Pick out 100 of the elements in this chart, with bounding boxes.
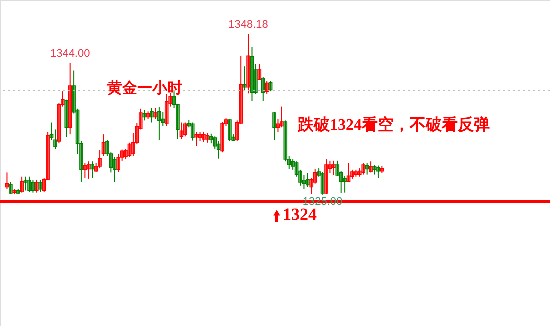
annotation: 跌破1324看空，不破看反弹 bbox=[297, 116, 490, 134]
candlestick bbox=[258, 64, 262, 81]
candlestick bbox=[57, 102, 62, 144]
candlestick bbox=[61, 91, 65, 108]
candlestick bbox=[310, 178, 314, 195]
candlestick bbox=[176, 104, 180, 140]
candlestick bbox=[302, 174, 306, 190]
candlestick bbox=[332, 160, 336, 176]
candlestick bbox=[90, 161, 95, 179]
candlestick bbox=[68, 62, 72, 136]
candlestick bbox=[320, 172, 325, 196]
candlestick bbox=[198, 132, 202, 142]
candlestick bbox=[287, 156, 292, 170]
candlestick bbox=[128, 142, 132, 158]
candlestick bbox=[54, 129, 58, 150]
candlestick bbox=[42, 178, 46, 193]
candlestick bbox=[187, 119, 192, 128]
candlestick bbox=[272, 112, 276, 141]
annotation: 黄金一小时 bbox=[106, 80, 182, 97]
candlestick bbox=[376, 165, 380, 179]
candlestick bbox=[372, 164, 377, 176]
candlestick bbox=[161, 112, 166, 127]
candlestick bbox=[64, 99, 69, 138]
candlestick bbox=[120, 149, 124, 162]
candlestick bbox=[158, 107, 162, 141]
candlestick bbox=[380, 166, 384, 174]
candlestick bbox=[124, 148, 128, 160]
candlestick bbox=[72, 70, 76, 114]
candlestick bbox=[180, 122, 184, 140]
candlestick bbox=[31, 180, 36, 194]
candlestick bbox=[138, 108, 143, 130]
candlestick bbox=[265, 80, 269, 95]
candlestick bbox=[235, 120, 240, 142]
candlestick bbox=[284, 120, 288, 162]
candlestick bbox=[250, 46, 254, 102]
candlestick bbox=[298, 169, 302, 186]
candlestick bbox=[280, 106, 284, 128]
candlestick bbox=[164, 94, 169, 127]
candlestick bbox=[336, 160, 340, 177]
candlestick bbox=[365, 162, 370, 176]
candlestick bbox=[228, 118, 232, 142]
candlestick bbox=[16, 188, 20, 195]
candlestick bbox=[194, 132, 198, 147]
candlestick bbox=[38, 180, 43, 193]
candlestick bbox=[261, 76, 266, 102]
candlestick bbox=[306, 172, 310, 188]
candlestick bbox=[239, 56, 244, 125]
candlestick bbox=[142, 110, 146, 122]
candlestick bbox=[268, 80, 273, 92]
candlestick bbox=[76, 108, 80, 154]
candlestick bbox=[112, 156, 117, 183]
candlestick bbox=[354, 169, 358, 178]
candlestick bbox=[184, 122, 188, 138]
candlestick bbox=[358, 168, 362, 178]
candlestick bbox=[224, 118, 228, 127]
candlestick bbox=[46, 132, 50, 181]
candlestick bbox=[28, 176, 32, 193]
candlestick bbox=[102, 134, 106, 157]
candlestick bbox=[213, 136, 218, 150]
candlestick bbox=[98, 150, 102, 170]
candlestick bbox=[254, 64, 258, 95]
candlestick bbox=[206, 132, 210, 144]
candlestick bbox=[20, 176, 24, 194]
candlestick bbox=[9, 182, 13, 195]
candlestick bbox=[87, 161, 91, 180]
candlestick bbox=[94, 162, 98, 173]
candlestick bbox=[324, 159, 328, 195]
candlestick bbox=[154, 108, 158, 120]
candlestick bbox=[150, 108, 154, 124]
candlestick bbox=[369, 161, 373, 174]
candlestick bbox=[50, 122, 54, 141]
annotation: 1348.18 bbox=[228, 19, 268, 32]
candlestick bbox=[146, 111, 150, 120]
candlestick bbox=[5, 172, 10, 190]
candlestick bbox=[35, 180, 39, 194]
candlestick bbox=[109, 152, 114, 174]
candlestick bbox=[220, 122, 224, 154]
candlestick bbox=[106, 140, 110, 157]
candlestick bbox=[317, 168, 321, 178]
candlestick bbox=[242, 66, 247, 92]
candlestick bbox=[328, 160, 332, 174]
candlestick bbox=[246, 34, 250, 94]
candlestick bbox=[294, 161, 299, 178]
candlestick bbox=[276, 118, 280, 133]
annotation: 1344.00 bbox=[50, 48, 90, 60]
candlestick bbox=[343, 176, 347, 194]
candlestick bbox=[132, 132, 136, 157]
candlestick bbox=[116, 153, 120, 173]
candlestick bbox=[83, 162, 88, 179]
candlestick bbox=[80, 141, 84, 183]
candlestick bbox=[350, 169, 354, 180]
candlestick bbox=[210, 133, 214, 144]
candlestick bbox=[291, 159, 295, 170]
candlestick bbox=[135, 122, 140, 145]
candlestick bbox=[190, 122, 195, 142]
candlestick bbox=[232, 134, 236, 142]
candlestick bbox=[362, 162, 366, 176]
ref-line-label: 1324 bbox=[283, 204, 318, 224]
candlestick bbox=[339, 170, 344, 194]
candlestick bbox=[202, 132, 206, 143]
